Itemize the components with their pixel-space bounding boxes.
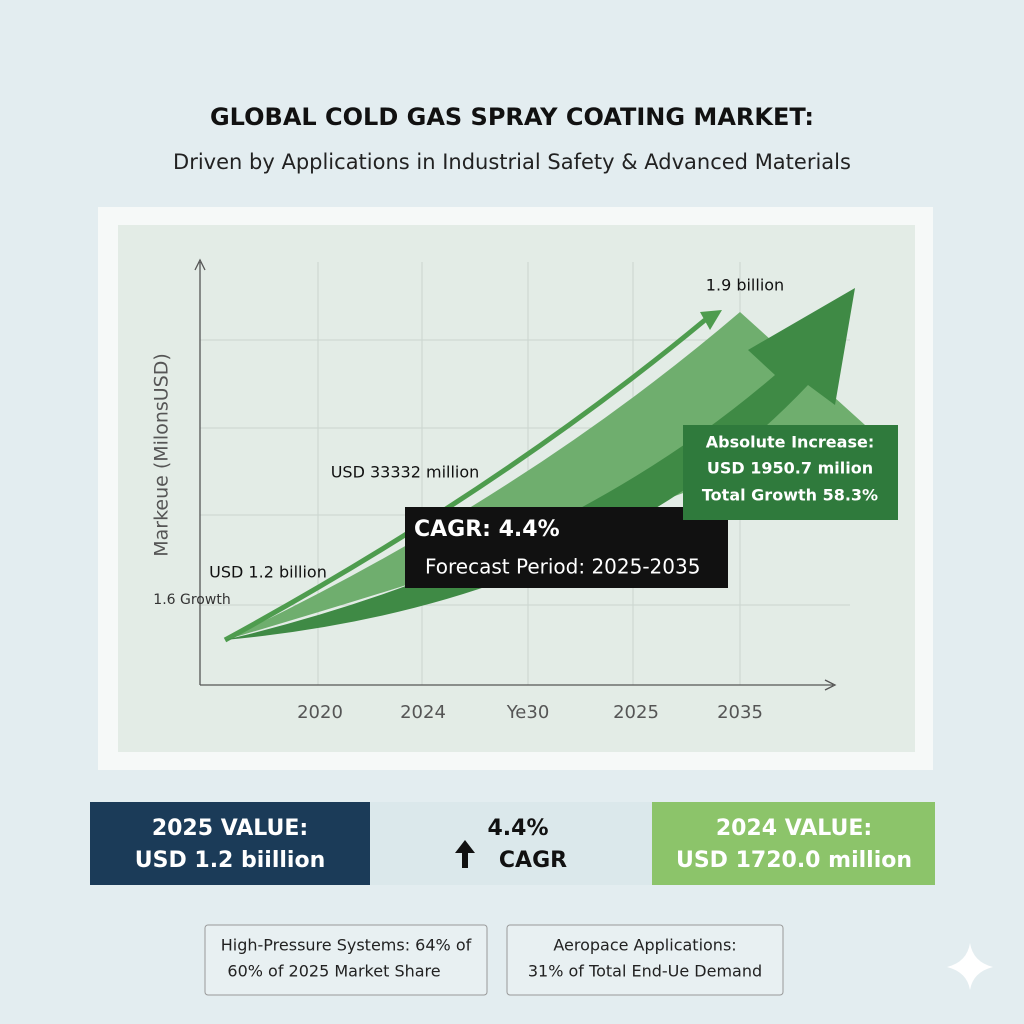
annotation: USD 33332 million [331, 463, 480, 482]
stat-value: USD 1.2 biillion [135, 848, 326, 873]
note-line: 31% of Total End-Ue Demand [528, 962, 762, 981]
x-label: Ye30 [506, 702, 550, 723]
stat-title: 2025 VALUE: [152, 816, 308, 841]
increase-line: USD 1950.7 milion [707, 459, 873, 478]
x-labels: 2020 2024 Ye30 2025 2035 [297, 702, 763, 723]
up-arrow-icon [455, 840, 475, 868]
stat-box [652, 802, 935, 885]
increase-line: Total Growth 58.3% [702, 486, 878, 505]
growth-area [225, 312, 865, 640]
sparkle-icon [947, 943, 993, 990]
title: GLOBAL COLD GAS SPRAY COATING MARKET: [210, 103, 814, 131]
x-label: 2024 [400, 702, 446, 723]
subtitle: Driven by Applications in Industrial Saf… [173, 150, 851, 174]
notes: High-Pressure Systems: 64% of 60% of 202… [221, 936, 762, 981]
note-box [204, 924, 488, 996]
increase-box [683, 425, 898, 520]
cagr-box [405, 507, 728, 588]
stat-title: 2024 VALUE: [716, 816, 872, 841]
trend-arrow [223, 318, 707, 643]
x-label: 2020 [297, 702, 343, 723]
x-label: 2035 [717, 702, 763, 723]
cagr-period: Forecast Period: 2025-2035 [425, 555, 700, 579]
annotation: 1.6 Growth [153, 592, 230, 608]
note-line: High-Pressure Systems: 64% of [221, 936, 472, 955]
note-line: 60% of 2025 Market Share [227, 962, 440, 981]
increase-text: Absolute Increase: USD 1950.7 milion Tot… [702, 433, 878, 505]
stat-value: USD 1720.0 million [676, 848, 912, 873]
note-box [506, 924, 784, 996]
x-label: 2025 [613, 702, 659, 723]
stat-box [370, 802, 652, 885]
stat-value: CAGR [499, 848, 567, 873]
y-axis-label: Markeue (MilonsUSD) [151, 353, 173, 557]
arrow-head [700, 310, 722, 330]
annotation: 1.9 billion [706, 276, 784, 295]
note-line: Aeropace Applications: [553, 936, 736, 955]
stat-box [90, 802, 370, 885]
stats: 2025 VALUE: USD 1.2 biillion 4.4% CAGR 2… [135, 816, 912, 873]
increase-line: Absolute Increase: [706, 433, 874, 452]
annotation: USD 1.2 billion [209, 563, 327, 582]
stat-title: 4.4% [487, 816, 548, 841]
axes [194, 258, 837, 691]
cagr-title: CAGR: 4.4% [414, 517, 560, 542]
